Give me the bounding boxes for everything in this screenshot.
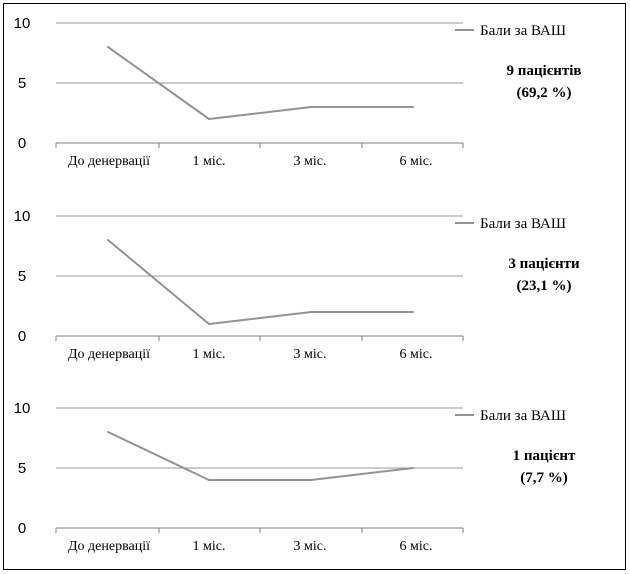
x-tick-label: 1 міс. [193, 154, 226, 169]
x-tick-label: До денервації [68, 347, 150, 362]
legend-label: Бали за ВАШ [480, 216, 566, 232]
y-tick-label: 10 [14, 400, 31, 417]
data-point [412, 106, 414, 108]
x-tick-label: 3 міс. [294, 154, 327, 169]
legend-label: Бали за ВАШ [480, 23, 566, 39]
x-tick-label: 6 міс. [400, 154, 433, 169]
annotation-text: 1 пацієнт [513, 448, 576, 464]
x-tick-label: 3 міс. [294, 347, 327, 362]
y-tick-label: 5 [18, 268, 26, 285]
data-point [107, 431, 109, 433]
data-point [310, 311, 312, 313]
annotation-text: 9 пацієнтів [507, 63, 582, 79]
annotation-text: 3 пацієнти [508, 256, 580, 272]
series-line [107, 46, 413, 120]
annotation-text: (7,7 %) [520, 470, 568, 486]
x-tick-label: 6 міс. [400, 539, 433, 554]
chart-1: 0 5 10 До денервації 1 міс. 3 міс. 6 міс. Бали … [14, 15, 582, 169]
x-tick-label: До денервації [68, 154, 150, 169]
data-point [208, 118, 210, 120]
x-tick-label: 3 міс. [294, 539, 327, 554]
annotation-text: (69,2 %) [517, 85, 572, 101]
data-point [107, 239, 109, 241]
x-tick-label: До денервації [68, 539, 150, 554]
figure-frame [3, 3, 626, 570]
annotation-text: (23,1 %) [517, 278, 572, 294]
data-point [412, 467, 414, 469]
y-tick-label: 10 [14, 15, 31, 32]
series-line [107, 239, 413, 325]
y-tick-label: 5 [18, 75, 26, 92]
data-point [310, 106, 312, 108]
x-tick-label: 6 міс. [400, 347, 433, 362]
legend-label: Бали за ВАШ [480, 408, 566, 424]
x-tick-label: 1 міс. [193, 539, 226, 554]
data-point [310, 479, 312, 481]
x-tick-label: 1 міс. [193, 347, 226, 362]
y-tick-label: 5 [18, 460, 26, 477]
data-point [412, 311, 414, 313]
data-point [208, 323, 210, 325]
y-tick-label: 0 [18, 520, 26, 537]
y-tick-label: 0 [18, 135, 26, 152]
chart-2: 0 5 10 До денервації 1 міс. 3 міс. 6 міс. Бали … [14, 208, 580, 362]
y-tick-label: 0 [18, 328, 26, 345]
y-tick-label: 10 [14, 208, 31, 225]
chart-3: 0 5 10 До денервації 1 міс. 3 міс. 6 міс. Бали … [14, 400, 576, 554]
data-point [208, 479, 210, 481]
data-point [107, 46, 109, 48]
series-line [107, 431, 414, 481]
